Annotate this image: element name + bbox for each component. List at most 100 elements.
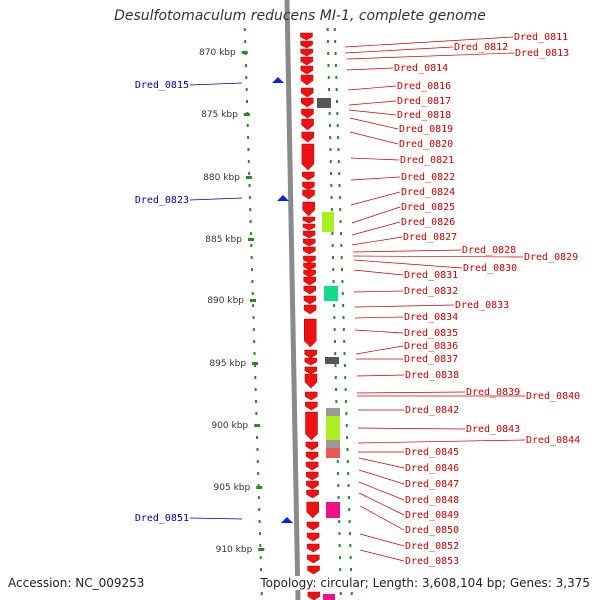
- track-dot: [247, 160, 250, 163]
- track-dot: [335, 88, 338, 91]
- track-dot: [251, 268, 254, 271]
- gene-arrow: [304, 366, 318, 375]
- leader-line: [354, 316, 404, 319]
- track-dot: [339, 568, 342, 571]
- gene-label: Dred_0839: [466, 387, 520, 398]
- track-dot: [333, 340, 336, 343]
- gene-label: Dred_0833: [455, 300, 509, 311]
- leader-line: [350, 157, 400, 161]
- leader-line: [358, 457, 405, 469]
- feature-block: [322, 212, 334, 232]
- gene-arrow: [305, 451, 319, 461]
- leader-line: [356, 374, 405, 377]
- gene-label: Dred_0836: [404, 341, 458, 352]
- leader-line: [353, 290, 404, 293]
- ruler-label: 905 kbp: [214, 483, 251, 493]
- track-dot: [335, 400, 338, 403]
- gene-label: Dred_0850: [405, 525, 459, 536]
- track-dot: [341, 292, 344, 295]
- track-dot: [248, 196, 251, 199]
- track-dot: [340, 244, 343, 247]
- ruler-tick: [254, 424, 261, 427]
- track-dot: [329, 136, 332, 139]
- track-dot: [326, 40, 329, 43]
- gene-label: Dred_0819: [399, 124, 453, 135]
- track-dot: [341, 280, 344, 283]
- track-dot: [333, 316, 336, 319]
- leader-line: [352, 249, 462, 253]
- map-title: Desulfotomaculum reducens MI-1, complete…: [114, 8, 486, 24]
- track-dot: [256, 460, 259, 463]
- ruler-label: 900 kbp: [211, 421, 248, 431]
- feature-block: [317, 98, 331, 108]
- track-dot: [348, 508, 351, 511]
- track-dot: [255, 412, 258, 415]
- track-dot: [330, 172, 333, 175]
- track-dot: [342, 328, 345, 331]
- track-dot: [327, 64, 330, 67]
- track-dot: [327, 52, 330, 55]
- leader-line: [350, 191, 401, 206]
- gene-label: Dred_0827: [403, 232, 457, 243]
- leader-line: [356, 391, 466, 394]
- gene-label: Dred_0818: [397, 110, 451, 121]
- track-dot: [329, 148, 332, 151]
- gene-arrow: [305, 441, 319, 451]
- track-dot: [248, 184, 251, 187]
- ruler-label: 870 kbp: [199, 48, 236, 58]
- gene-arrow: [302, 230, 316, 239]
- track-dot: [348, 520, 351, 523]
- track-dot: [250, 256, 253, 259]
- track-dot: [329, 160, 332, 163]
- track-dot: [335, 388, 338, 391]
- leader-line: [189, 197, 243, 201]
- track-dot: [260, 568, 263, 571]
- ruler-tick: [250, 299, 256, 302]
- track-dot: [252, 304, 255, 307]
- leader-line: [358, 469, 405, 485]
- feature-block: [324, 286, 338, 301]
- track-dot: [246, 100, 248, 103]
- leader-line: [351, 206, 401, 224]
- gene-arrow: [305, 461, 319, 471]
- gene-label: Dred_0852: [405, 541, 459, 552]
- gene-label: Dred_0847: [405, 479, 459, 490]
- gene-arrow: [303, 255, 316, 264]
- track-dot: [245, 76, 248, 79]
- track-dot: [328, 112, 331, 115]
- leader-line: [351, 221, 401, 236]
- gene-arrow: [300, 87, 314, 98]
- gene-arrow: [303, 269, 316, 278]
- gene-label: Dred_0835: [404, 328, 458, 339]
- track-dot: [253, 340, 256, 343]
- track-dot: [258, 532, 261, 535]
- track-dot: [333, 304, 336, 307]
- track-dot: [346, 448, 349, 451]
- backbone-line: [284, 0, 301, 600]
- gene-label: Dred_0822: [401, 172, 455, 183]
- ruler-tick: [258, 548, 265, 551]
- gene-arrow: [301, 143, 315, 171]
- track-dot: [249, 232, 252, 235]
- gene-arrow: [307, 591, 321, 600]
- left-gene-label: Dred_0815: [135, 80, 189, 91]
- left-gene-arrow: [277, 195, 289, 201]
- gene-label: Dred_0821: [400, 155, 454, 166]
- leader-line: [346, 52, 515, 60]
- track-dot: [339, 220, 342, 223]
- gene-label: Dred_0837: [404, 354, 458, 365]
- leader-line: [358, 481, 405, 501]
- track-dot: [339, 232, 342, 235]
- track-dot: [257, 496, 260, 499]
- track-dot: [247, 136, 250, 139]
- leader-line: [353, 269, 404, 276]
- leader-line: [189, 517, 243, 520]
- track-dot: [341, 268, 344, 271]
- gene-arrow: [302, 189, 315, 200]
- track-dot: [327, 76, 330, 79]
- gene-label: Dred_0842: [405, 405, 459, 416]
- leader-line: [344, 46, 454, 54]
- track-dot: [256, 448, 259, 451]
- track-dot: [338, 196, 341, 199]
- gene-arrow: [304, 357, 318, 366]
